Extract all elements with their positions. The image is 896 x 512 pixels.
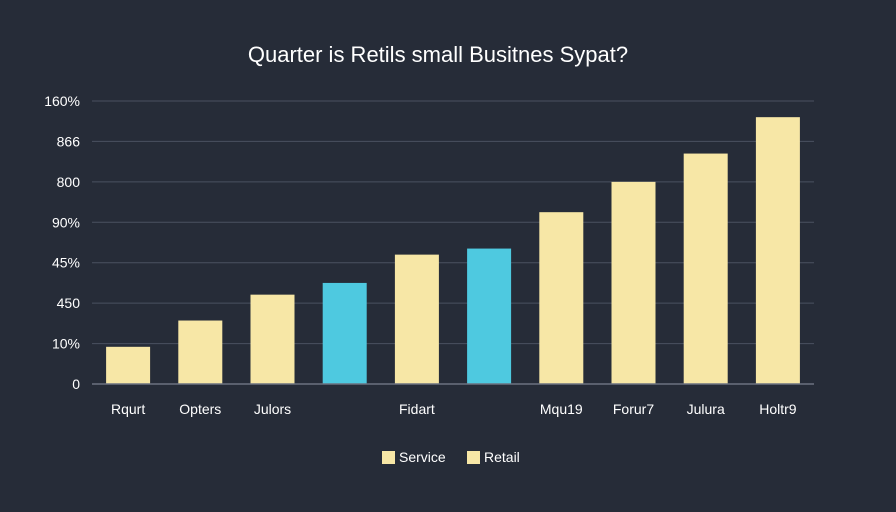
bar — [106, 346, 151, 384]
y-tick-label: 45% — [52, 255, 80, 271]
bar — [611, 181, 656, 384]
legend-label: Retail — [484, 449, 520, 465]
bar — [394, 254, 439, 384]
y-tick-label: 10% — [52, 336, 80, 352]
x-tick-label: Forur7 — [613, 401, 654, 417]
legend: Service Retail — [382, 449, 520, 465]
x-tick-label: Mqu19 — [540, 401, 583, 417]
x-tick-label: Julors — [254, 401, 291, 417]
bar — [539, 212, 584, 384]
grid-lines — [92, 100, 814, 345]
y-tick-label: 160% — [44, 93, 80, 109]
bar — [322, 282, 367, 384]
legend-swatch — [382, 451, 395, 464]
y-tick-label: 0 — [72, 376, 80, 392]
bar — [755, 117, 800, 385]
chart-title: Quarter is Retils small Busitnes Sypat? — [248, 42, 628, 67]
x-tick-label: Rqurt — [111, 401, 145, 417]
y-tick-label: 450 — [57, 295, 81, 311]
y-axis-ticks: 0 10% 450 45% 90% 800 866 160% — [44, 93, 80, 392]
x-tick-label: Opters — [179, 401, 221, 417]
legend-label: Service — [399, 449, 446, 465]
x-tick-label: Fidart — [399, 401, 435, 417]
y-tick-label: 90% — [52, 214, 80, 230]
x-tick-label: Holtr9 — [759, 401, 797, 417]
legend-swatch — [467, 451, 480, 464]
x-axis-ticks: Rqurt Opters Julors Fidart Mqu19 Forur7 Julura… — [111, 401, 797, 417]
bars — [106, 117, 800, 385]
bar — [178, 320, 223, 384]
x-tick-label: Julura — [687, 401, 725, 417]
bar — [683, 153, 728, 384]
y-tick-label: 866 — [57, 133, 81, 149]
bar — [250, 294, 295, 384]
bar — [467, 248, 512, 384]
y-tick-label: 800 — [57, 174, 81, 190]
